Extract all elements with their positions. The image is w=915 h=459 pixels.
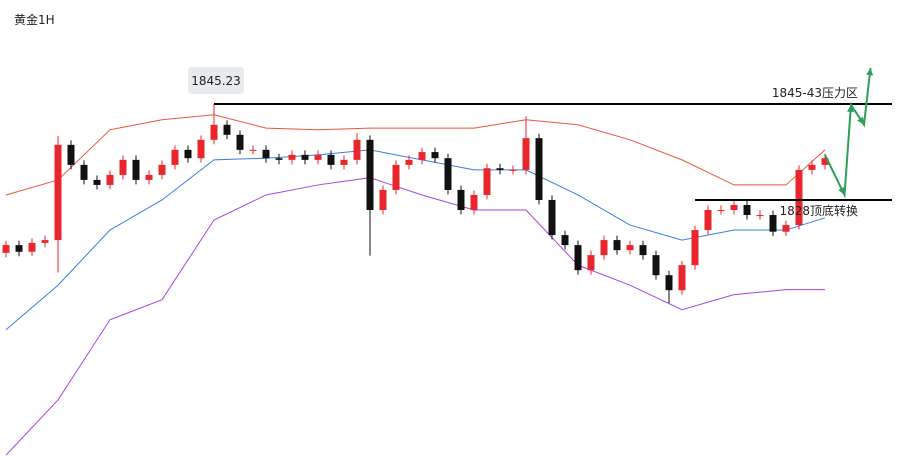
candle-body [730, 204, 738, 211]
candle-body [665, 275, 673, 291]
candle-body [288, 154, 296, 160]
candle-body [392, 164, 400, 190]
candle-body [639, 245, 647, 256]
candle-body [132, 159, 140, 180]
candle-body [28, 242, 36, 252]
candle-body [366, 139, 374, 211]
forecast-arrowhead [857, 116, 864, 125]
candle-body [808, 164, 816, 170]
candle-body [405, 159, 413, 165]
candle-body [496, 168, 504, 170]
level-note: 1845-43压力区 [772, 86, 858, 100]
candle-body [483, 168, 491, 195]
chart-title: 黄金1H [14, 12, 55, 27]
candle-body [106, 174, 114, 185]
candle-body [522, 138, 530, 170]
candle-body [535, 138, 543, 200]
candle-body [574, 245, 582, 271]
candle-body [756, 215, 764, 217]
candle-body [548, 199, 556, 236]
candle-body [717, 210, 725, 212]
candle-body [41, 240, 49, 243]
candle-body [470, 194, 478, 211]
candle-body [275, 158, 283, 160]
candle-body [457, 189, 465, 211]
candle-body [249, 149, 257, 151]
forecast-arrowhead [838, 186, 845, 195]
candle-body [782, 225, 790, 232]
candle-body [80, 164, 88, 180]
candle-body [158, 164, 166, 175]
candle-body [15, 245, 23, 252]
candle-body [795, 169, 803, 226]
candle-body [704, 210, 712, 231]
candle-body [184, 149, 192, 159]
candle-body [327, 154, 335, 165]
candle-body [93, 179, 101, 185]
candle-body [561, 235, 569, 246]
candle-body [340, 159, 348, 165]
forecast-arrowhead [866, 67, 874, 76]
candle-body [262, 149, 270, 159]
forecast-arrowhead [847, 104, 854, 113]
level-label: 1845.23 [191, 74, 241, 88]
candle-body [678, 265, 686, 291]
candle-body [314, 154, 322, 160]
level-label-box [188, 66, 244, 94]
candle-body [431, 152, 439, 159]
candle-body [626, 245, 634, 251]
candle-body [54, 144, 62, 241]
candle-body [769, 215, 777, 232]
candle-body [444, 158, 452, 190]
candle-body [418, 152, 426, 160]
candle-body [223, 124, 231, 135]
bollinger-band [5, 114, 826, 196]
candle-body [119, 159, 127, 175]
level-note: 1828顶底转换 [779, 203, 858, 218]
candle-body [691, 230, 699, 266]
candle-body [587, 255, 595, 271]
candle-body [301, 154, 309, 160]
candle-body [379, 189, 387, 211]
candle-body [821, 158, 829, 165]
candle-body [353, 139, 361, 160]
candle-body [67, 144, 75, 165]
candle-body [171, 149, 179, 165]
candle-body [652, 255, 660, 276]
candle-body [2, 245, 10, 253]
bollinger-band [5, 177, 825, 456]
candle-body [613, 240, 621, 251]
candle-body [743, 204, 751, 216]
candle-body [210, 124, 218, 140]
candle-body [145, 174, 153, 180]
candle-body [236, 134, 244, 150]
candle-body [509, 169, 517, 171]
forecast-path [824, 67, 872, 199]
candle-body [600, 240, 608, 256]
candle-body [197, 139, 205, 159]
